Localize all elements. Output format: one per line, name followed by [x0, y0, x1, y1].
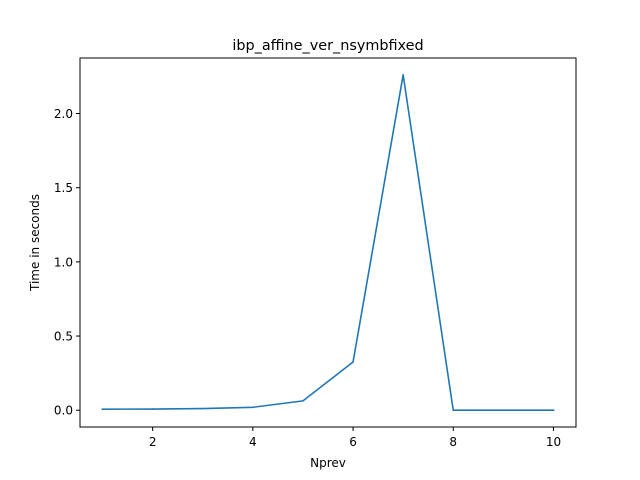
- data-point: [402, 74, 404, 76]
- x-tick-label: 8: [449, 435, 457, 449]
- x-tick-label: 2: [149, 435, 157, 449]
- x-tick-label: 10: [546, 435, 561, 449]
- data-point: [201, 407, 204, 410]
- data-point: [352, 361, 354, 363]
- data-point: [302, 400, 304, 402]
- data-point: [502, 409, 505, 412]
- series-line: [101, 74, 555, 412]
- y-tick-label: 2.0: [54, 107, 73, 121]
- y-tick-label: 0.0: [54, 404, 73, 418]
- y-axis-ticks: 0.0 0.5 1.0 1.5 2.0: [54, 107, 80, 418]
- data-point: [151, 408, 154, 410]
- data-point: [452, 409, 455, 412]
- y-axis-label: Time in seconds: [28, 194, 42, 292]
- data-point: [252, 406, 254, 409]
- plot-layer: [101, 74, 555, 412]
- y-tick-label: 0.5: [54, 330, 73, 344]
- chart-title: ibp_affine_ver_nsymbfixed: [232, 38, 423, 54]
- x-axis-label: Nprev: [310, 456, 346, 470]
- x-axis-ticks: 2 4 6 8 10: [149, 427, 561, 449]
- data-point: [552, 409, 555, 412]
- plot-area: [80, 58, 576, 427]
- x-tick-label: 4: [249, 435, 257, 449]
- data-point: [101, 408, 104, 410]
- y-tick-label: 1.0: [54, 255, 73, 269]
- axes-frame: [79, 57, 577, 428]
- y-tick-label: 1.5: [54, 181, 73, 195]
- x-tick-label: 6: [349, 435, 357, 449]
